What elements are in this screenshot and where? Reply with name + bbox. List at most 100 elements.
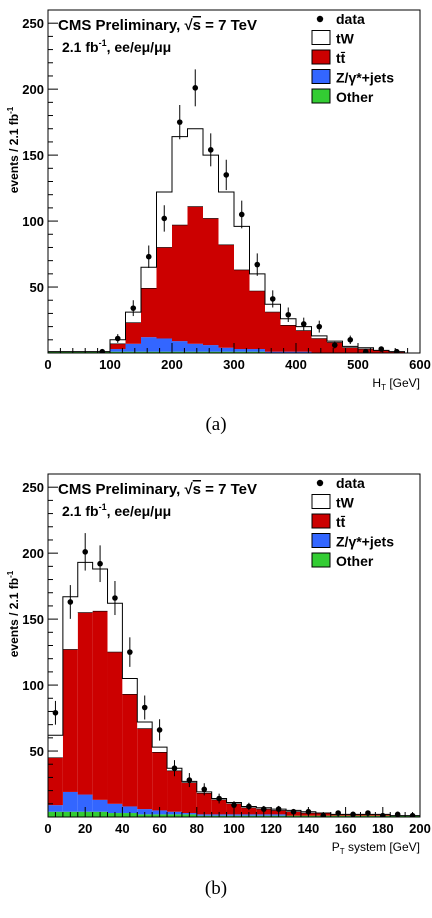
data-point [161, 215, 168, 222]
x-tick-label: 180 [372, 821, 394, 836]
x-tick-label: 160 [335, 821, 357, 836]
series-data [99, 69, 400, 353]
series-ttbar [48, 611, 391, 816]
ht-histogram: 0 100 200 300 400 500 600 50 100 150 200 250 HT [GeV… [6, 9, 431, 392]
legend-marker [316, 479, 324, 487]
bar-ttbar [156, 247, 172, 339]
y-tick-label: 150 [22, 148, 44, 163]
y-tick-label: 100 [22, 214, 44, 229]
chart-annotation: CMS Preliminary, √s = 7 TeV 2.1 fb-1, ee/… [58, 17, 257, 55]
y-axis: 50 100 150 200 250 [22, 9, 58, 341]
legend-item: tt̄ [311, 49, 346, 66]
bar-other [249, 351, 265, 353]
bar-other [203, 351, 219, 353]
bar-ttbar [141, 288, 157, 338]
bar-other [48, 351, 64, 353]
data-point [186, 777, 193, 783]
data-point [331, 342, 338, 348]
bar-zjets [156, 338, 172, 352]
bar-tw [342, 346, 358, 348]
bar-ttbar [265, 312, 281, 352]
data-point [145, 253, 152, 260]
x-tick-label: 400 [285, 357, 307, 372]
bar-tw [234, 226, 250, 270]
data-point [97, 560, 103, 567]
data-point [114, 335, 121, 342]
bar-ttbar [110, 343, 126, 350]
data-point [223, 172, 230, 178]
legend-item: tt̄ [311, 513, 346, 530]
bar-ttbar [181, 782, 197, 814]
tw-lower-edge [110, 206, 374, 350]
data-point [130, 305, 137, 311]
data-point [201, 786, 208, 793]
bar-other [125, 351, 141, 353]
data-point [285, 311, 292, 318]
legend: data tW tt̄ Z/γ*+jets Other [311, 11, 394, 105]
data-point [316, 323, 323, 330]
bar-zjets [141, 337, 157, 352]
bar-ttbar [211, 799, 227, 815]
legend-item: data [316, 475, 365, 491]
data-point [207, 147, 214, 153]
plot-area [48, 533, 420, 817]
x-tick-label: 600 [409, 357, 431, 372]
bar-ttbar [122, 694, 138, 807]
bar-other [172, 351, 188, 353]
bar-zjets [234, 349, 250, 352]
legend-label: tW [336, 495, 355, 511]
bar-tw [48, 735, 63, 758]
data-point [67, 599, 74, 605]
y-tick-label: 200 [22, 546, 44, 561]
bar-ttbar [107, 652, 123, 804]
bar-zjets [110, 349, 126, 352]
y-tick-label: 50 [30, 744, 44, 759]
legend-label: Other [336, 553, 374, 569]
series-ttbar [110, 206, 405, 353]
caption-a: (a) [205, 414, 227, 435]
chart-subtitle: 2.1 fb-1, ee/eμ/μμ [62, 502, 171, 519]
y-tick-label: 50 [30, 280, 44, 295]
legend-marker [316, 15, 324, 23]
x-axis: 0 100 200 300 400 500 600 [44, 343, 431, 372]
legend-swatch [311, 552, 331, 568]
bar-ttbar [48, 757, 63, 806]
bar-ttbar [203, 218, 219, 346]
bar-tw [141, 267, 157, 289]
y-axis: 50 100 150 200 250 [22, 473, 58, 805]
bar-tw [187, 128, 203, 207]
y-axis-label: events / 2.1 fb-1 [6, 106, 21, 193]
bar-tw [107, 603, 123, 653]
legend-label: data [336, 11, 365, 27]
bar-tw [122, 678, 138, 695]
x-tick-label: 100 [223, 821, 245, 836]
data-point [99, 348, 106, 353]
legend-label: tt̄ [336, 50, 346, 66]
data-point [347, 337, 354, 343]
legend-swatch [311, 513, 331, 529]
bar-tw [92, 568, 108, 612]
x-tick-label: 200 [409, 821, 431, 836]
data-point [269, 296, 276, 302]
bar-tw [77, 562, 93, 613]
bar-zjets [137, 809, 153, 815]
legend-item: data [316, 11, 365, 27]
bar-ttbar [249, 290, 265, 350]
x-tick-label: 500 [347, 357, 369, 372]
y-tick-label: 200 [22, 82, 44, 97]
bar-other [234, 351, 250, 353]
x-tick-label: 100 [99, 357, 121, 372]
bar-other [141, 351, 157, 353]
bar-tw [218, 192, 234, 245]
bar-tw [62, 596, 78, 650]
bar-other [218, 351, 234, 353]
data-point [112, 595, 118, 601]
chart-panel-a: 0 100 200 300 400 500 600 50 100 150 200 250 HT [GeV… [0, 0, 432, 420]
legend-label: tW [336, 31, 355, 47]
x-tick-label: 140 [298, 821, 320, 836]
x-tick-label: 0 [44, 357, 51, 372]
data-point [156, 727, 163, 733]
data-point [254, 261, 261, 268]
y-tick-label: 250 [22, 16, 44, 31]
legend-item: Other [311, 552, 374, 569]
